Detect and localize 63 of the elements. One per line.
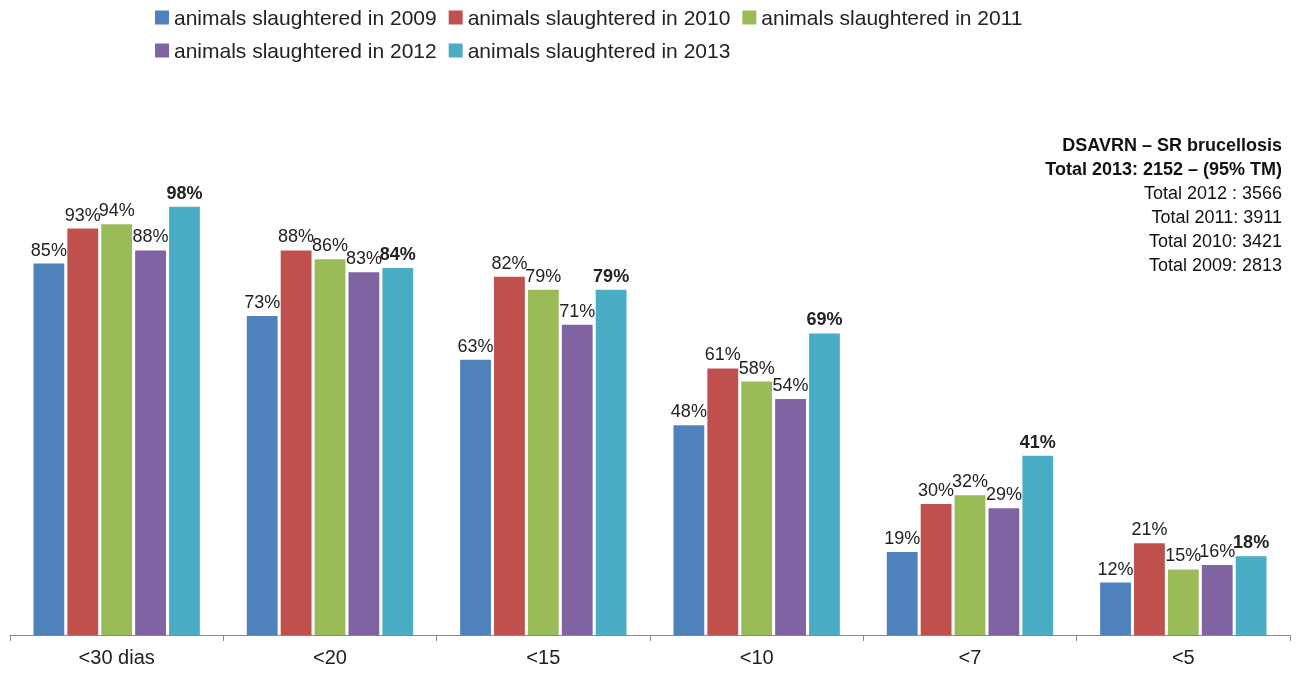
data-label: 85% bbox=[30, 239, 67, 260]
text: DSAVRN – SR brucellosis bbox=[1062, 135, 1283, 155]
bar bbox=[101, 224, 133, 635]
bar bbox=[1201, 565, 1233, 635]
x-tick-label: <7 bbox=[958, 646, 982, 668]
bar bbox=[1134, 543, 1165, 635]
bar bbox=[707, 368, 739, 635]
data-label: 69% bbox=[806, 309, 843, 330]
x-tick-label: <15 bbox=[526, 646, 561, 668]
x-tick-label: <20 bbox=[313, 646, 347, 668]
legend-label: animals slaughtered in 2009 bbox=[174, 6, 437, 29]
bar bbox=[920, 503, 952, 635]
bar bbox=[595, 289, 627, 635]
x-tick-label: <30 dias bbox=[78, 646, 155, 668]
legend-label: animals slaughtered in 2010 bbox=[467, 6, 731, 29]
annotation: Total 2011: 3911 bbox=[1151, 207, 1283, 227]
data-label: 73% bbox=[244, 291, 281, 312]
bar bbox=[1235, 556, 1267, 635]
data-label: 19% bbox=[884, 527, 921, 548]
data-label: 71% bbox=[559, 300, 596, 321]
bar bbox=[246, 315, 278, 635]
bar bbox=[954, 495, 986, 635]
bar bbox=[67, 228, 99, 635]
bar bbox=[33, 263, 65, 635]
bar bbox=[494, 276, 525, 635]
bar bbox=[382, 267, 414, 635]
bar bbox=[561, 324, 593, 635]
legend-label: animals slaughtered in 2012 bbox=[174, 39, 437, 62]
bar bbox=[280, 250, 312, 635]
bar bbox=[460, 359, 491, 635]
x-tick-label: <10 bbox=[739, 646, 774, 668]
legend-label: animals slaughtered in 2011 bbox=[761, 6, 1023, 29]
data-label: 63% bbox=[457, 335, 494, 356]
annotation: Total 2010: 3421 bbox=[1148, 231, 1283, 251]
legend-label: animals slaughtered in 2013 bbox=[467, 39, 731, 62]
data-label: 54% bbox=[772, 375, 809, 396]
bar bbox=[527, 289, 559, 635]
data-label: 21% bbox=[1131, 519, 1168, 540]
bar bbox=[775, 399, 806, 635]
bar bbox=[169, 206, 200, 635]
x-tick-label: <5 bbox=[1171, 646, 1195, 668]
bar bbox=[348, 272, 380, 635]
bar bbox=[1100, 582, 1131, 635]
data-label: 15% bbox=[1165, 545, 1202, 566]
data-label: 12% bbox=[1097, 558, 1134, 579]
bar bbox=[1022, 455, 1054, 635]
annotation: Total 2009: 2813 bbox=[1148, 255, 1283, 275]
bar bbox=[673, 425, 705, 635]
data-label: 48% bbox=[670, 401, 707, 422]
bar bbox=[314, 259, 346, 635]
data-label: 61% bbox=[704, 344, 741, 365]
bar bbox=[809, 333, 840, 635]
bar bbox=[135, 250, 166, 635]
bar bbox=[988, 508, 1020, 635]
bar bbox=[741, 381, 773, 635]
text: Total 2012 : 3566 bbox=[1143, 183, 1283, 203]
bar bbox=[886, 551, 918, 635]
data-label: 88% bbox=[132, 226, 169, 247]
data-label: 41% bbox=[1019, 431, 1056, 452]
data-label: 98% bbox=[166, 182, 203, 203]
bar bbox=[1167, 569, 1199, 635]
text: Total 2013: 2152 – (95% TM) bbox=[1045, 159, 1283, 179]
data-label: 79% bbox=[593, 265, 630, 286]
